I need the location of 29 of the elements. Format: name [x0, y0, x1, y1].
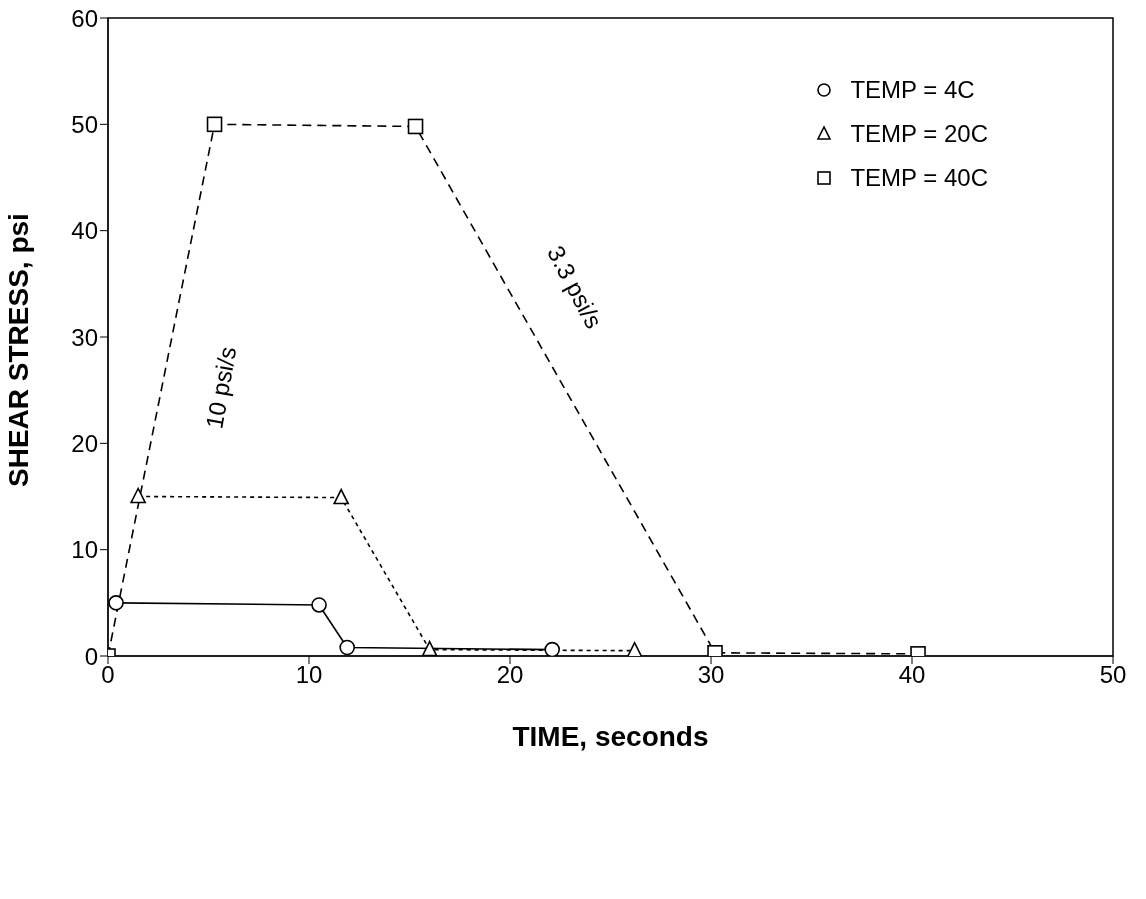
y-tick-label: 20 [71, 429, 98, 457]
x-tick-label: 0 [101, 661, 115, 689]
y-tick-label: 50 [71, 110, 98, 138]
y-axis-title: SHEAR STRESS, psi [2, 213, 34, 487]
y-tick-label: 10 [71, 536, 98, 564]
point [311, 597, 327, 613]
x-tick-label: 10 [295, 661, 323, 689]
y-tick-label: 30 [71, 323, 98, 351]
y-tick-label: 0 [84, 642, 98, 670]
point [421, 640, 438, 656]
x-tick-label: 20 [496, 661, 524, 689]
point [407, 118, 424, 135]
point [206, 116, 223, 133]
x-axis-title: TIME, seconds [512, 721, 709, 752]
y-tick-label: 40 [71, 217, 98, 245]
point [130, 487, 146, 504]
y-tick-label: 60 [71, 4, 98, 32]
annotation: 3.3 psi/s [542, 241, 608, 333]
legend-label: TEMP = 4C [850, 76, 975, 104]
x-tick-label: 40 [898, 661, 926, 689]
point [339, 639, 355, 656]
annotation: 10 psi/s [200, 344, 242, 431]
legend-label: TEMP = 20C [850, 120, 988, 148]
point [544, 641, 561, 656]
x-tick-label: 50 [1099, 661, 1127, 689]
x-tick-label: 30 [697, 661, 725, 689]
point [333, 488, 349, 505]
legend-label: TEMP = 40C [850, 164, 988, 192]
point [108, 595, 124, 611]
